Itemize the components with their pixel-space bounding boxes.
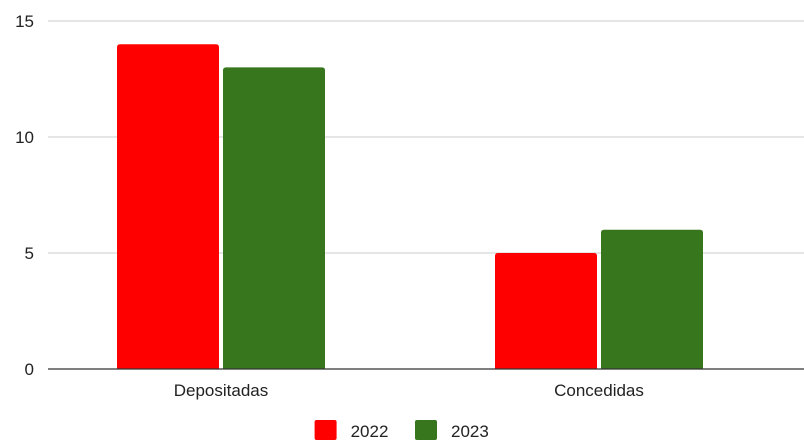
bar-concedidas-2022 — [495, 253, 597, 369]
y-tick-label: 15 — [15, 12, 34, 31]
legend-swatch-2022 — [314, 420, 337, 440]
legend-label-2022: 2022 — [351, 422, 389, 440]
x-category-label: Depositadas — [174, 381, 269, 400]
bar-concedidas-2023 — [601, 229, 703, 369]
y-tick-label: 10 — [15, 128, 34, 147]
legend-swatch-2023 — [415, 420, 437, 440]
bar-depositadas-2022 — [117, 44, 219, 369]
y-tick-label: 5 — [25, 244, 34, 263]
legend: 2022 2023 — [314, 420, 489, 440]
bars — [117, 44, 703, 370]
legend-label-2023: 2023 — [451, 422, 489, 440]
y-axis-ticks: 0 5 10 15 — [15, 12, 34, 379]
bar-depositadas-2023 — [223, 67, 325, 370]
y-tick-label: 0 — [25, 360, 34, 379]
x-category-label: Concedidas — [554, 381, 644, 400]
x-axis-categories: Depositadas Concedidas — [174, 381, 644, 400]
